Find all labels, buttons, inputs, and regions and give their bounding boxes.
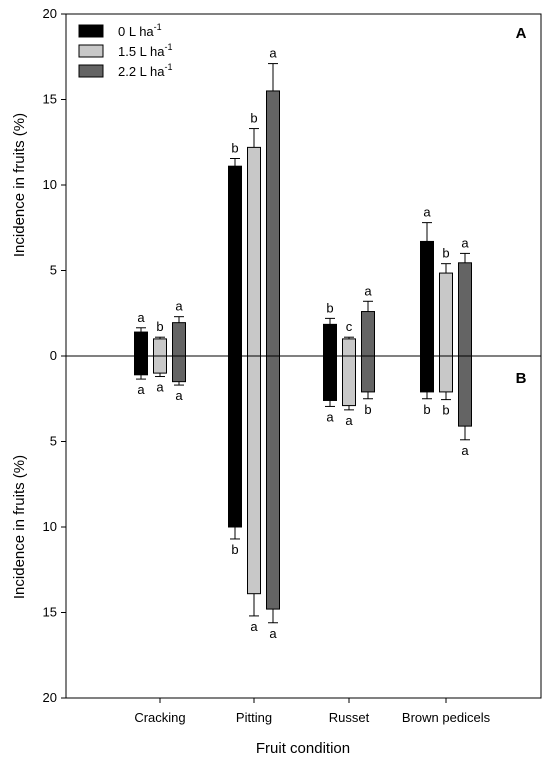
y-tick-label-top: 15 bbox=[43, 92, 57, 107]
bar-bottom bbox=[172, 355, 186, 383]
bar-bottom bbox=[458, 355, 472, 427]
x-tick-label: Brown pedicels bbox=[402, 710, 491, 725]
bar-top bbox=[342, 338, 356, 357]
bar-top bbox=[153, 338, 167, 357]
legend-label-text: 1.5 L ha bbox=[118, 44, 165, 59]
panel-label-b: B bbox=[516, 370, 527, 387]
legend-label-superscript: -1 bbox=[154, 22, 162, 32]
x-tick-label: Pitting bbox=[236, 710, 272, 725]
letter-bottom: a bbox=[175, 388, 183, 403]
letter-top: b bbox=[442, 246, 449, 261]
letter-bottom: a bbox=[326, 409, 334, 424]
bar-bottom bbox=[153, 355, 167, 374]
bar-top bbox=[323, 323, 337, 357]
letter-bottom: b bbox=[423, 402, 430, 417]
legend: 0 L ha-11.5 L ha-12.2 L ha-1 bbox=[78, 22, 173, 79]
bar-top bbox=[266, 90, 280, 357]
x-axis-ticks: Cracking Pitting Russet Brown pedicels bbox=[134, 698, 491, 725]
bar-bottom bbox=[134, 355, 148, 376]
x-tick-label: Cracking bbox=[134, 710, 185, 725]
bar-bottom bbox=[439, 355, 453, 393]
y-axis-title-top: Incidence in fruits (%) bbox=[11, 113, 28, 257]
y-tick-label-bottom: 20 bbox=[43, 690, 57, 705]
y-tick-label-bottom: 5 bbox=[50, 434, 57, 449]
legend-label: 1.5 L ha-1 bbox=[118, 42, 173, 59]
y-tick-label-bottom: 10 bbox=[43, 519, 57, 534]
y-tick-label-top: 5 bbox=[50, 263, 57, 278]
y-tick-label-top: 20 bbox=[43, 6, 57, 21]
legend-label-text: 2.2 L ha bbox=[118, 64, 165, 79]
bar-bottom bbox=[247, 355, 261, 595]
letter-top: c bbox=[346, 319, 353, 334]
bar-bottom bbox=[342, 355, 356, 407]
panel-label-a: A bbox=[516, 25, 527, 42]
legend-swatch bbox=[78, 24, 104, 38]
letter-top: a bbox=[423, 205, 431, 220]
legend-label: 0 L ha-1 bbox=[118, 22, 162, 39]
letter-bottom: a bbox=[137, 382, 145, 397]
letter-bottom: a bbox=[156, 380, 164, 395]
legend-swatch bbox=[78, 44, 104, 58]
bar-top bbox=[228, 165, 242, 357]
y-tick-label-top: 0 bbox=[50, 348, 57, 363]
letter-bottom: a bbox=[345, 413, 353, 428]
letter-bottom: a bbox=[269, 626, 277, 641]
letter-bottom: b bbox=[364, 402, 371, 417]
y-axis-title-bottom: Incidence in fruits (%) bbox=[11, 455, 28, 599]
letter-top: b bbox=[231, 140, 238, 155]
y-axis-ticks: 0 5 5 10 10 15 15 20 20 bbox=[43, 6, 66, 705]
legend-label-superscript: -1 bbox=[165, 62, 173, 72]
bar-top bbox=[458, 262, 472, 357]
letter-top: a bbox=[461, 235, 469, 250]
letter-top: a bbox=[364, 283, 372, 298]
y-tick-label-bottom: 15 bbox=[43, 605, 57, 620]
letter-bottom: a bbox=[250, 619, 258, 634]
letter-top: a bbox=[137, 310, 145, 325]
bar-top bbox=[247, 146, 261, 357]
bar-top bbox=[134, 331, 148, 357]
letter-bottom: b bbox=[231, 542, 238, 557]
y-tick-label-top: 10 bbox=[43, 177, 57, 192]
letter-bottom: a bbox=[461, 443, 469, 458]
bar-top bbox=[420, 240, 434, 357]
letter-top: a bbox=[175, 299, 183, 314]
letter-top: b bbox=[326, 300, 333, 315]
bar-bottom bbox=[420, 355, 434, 393]
legend-label-text: 0 L ha bbox=[118, 24, 154, 39]
bar-bottom bbox=[266, 355, 280, 610]
legend-label-superscript: -1 bbox=[165, 42, 173, 52]
letter-top: b bbox=[250, 111, 257, 126]
bar-bottom bbox=[323, 355, 337, 401]
legend-swatch bbox=[78, 64, 104, 78]
letter-bottom: b bbox=[442, 403, 449, 418]
bar-bottom bbox=[228, 355, 242, 528]
bar-top bbox=[361, 311, 375, 357]
x-tick-label: Russet bbox=[329, 710, 370, 725]
letter-top: b bbox=[156, 319, 163, 334]
legend-label: 2.2 L ha-1 bbox=[118, 62, 173, 79]
bar-bottom bbox=[361, 355, 375, 393]
x-axis-title: Fruit condition bbox=[256, 740, 350, 757]
letter-top: a bbox=[269, 46, 277, 61]
bar-top bbox=[172, 322, 186, 357]
bar-top bbox=[439, 272, 453, 357]
